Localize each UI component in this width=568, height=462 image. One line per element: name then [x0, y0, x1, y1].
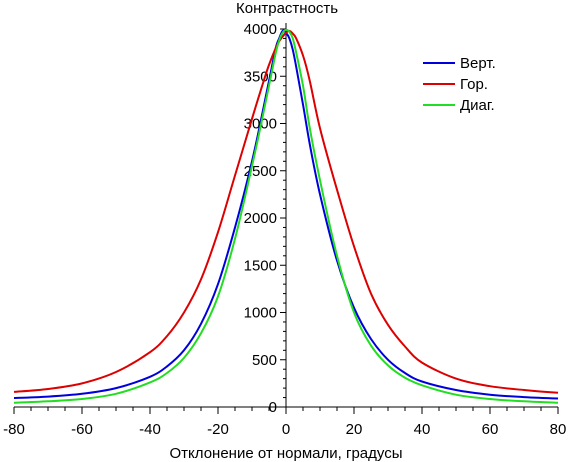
legend: Верт. Гор. Диаг.: [423, 55, 496, 114]
tick-marks: [13, 28, 559, 414]
x-tick-label: -60: [71, 421, 93, 438]
tick-labels: -80 -60 -40 -20 0 20 40 60 800500100015002000250…: [3, 21, 566, 438]
y-tick-label: 1500: [244, 257, 277, 274]
y-axis-title: Контрастность: [236, 0, 338, 17]
series-line-3: [13, 28, 559, 404]
y-tick-label: 4000: [244, 21, 277, 38]
x-axis-title: Отклонение от нормали, градусы: [170, 445, 403, 462]
legend-label-1: Верт.: [460, 55, 496, 72]
legend-label-2: Гор.: [460, 76, 488, 93]
x-tick-label: -20: [207, 421, 229, 438]
y-tick-label: 2000: [244, 210, 277, 227]
series-line-2: [13, 29, 559, 394]
x-tick-label: 60: [482, 421, 499, 438]
y-tick-label: 0: [269, 399, 277, 416]
y-tick-label: 500: [252, 352, 277, 369]
x-tick-label: 20: [346, 421, 363, 438]
x-tick-label: 80: [550, 421, 567, 438]
x-tick-label: -40: [139, 421, 161, 438]
legend-label-3: Диаг.: [460, 97, 495, 114]
y-tick-label: 1000: [244, 305, 277, 322]
x-tick-label: -80: [3, 421, 25, 438]
x-tick-label: 40: [414, 421, 431, 438]
x-tick-label: 0: [282, 421, 290, 438]
series-lines: [13, 28, 559, 404]
